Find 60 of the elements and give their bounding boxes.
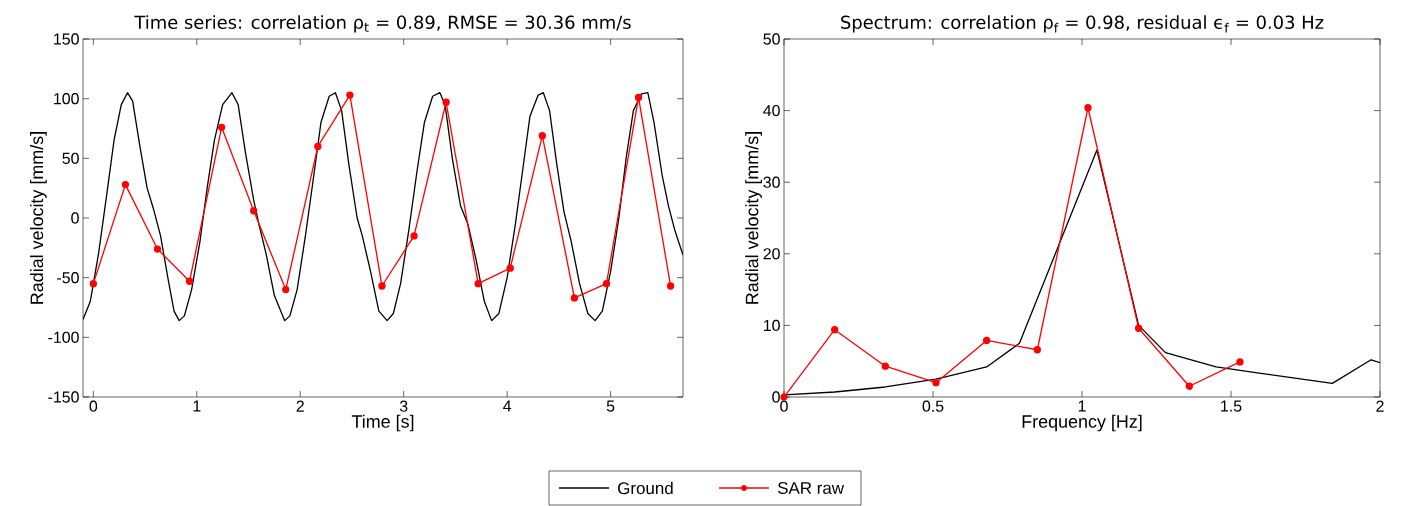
point xyxy=(634,93,643,102)
legend-label: Ground xyxy=(618,481,673,495)
point xyxy=(121,180,130,189)
point xyxy=(410,232,418,240)
point xyxy=(602,279,611,288)
y-tick-label: 20 xyxy=(763,248,780,260)
y-tick-label: 50 xyxy=(62,152,79,164)
point xyxy=(442,98,450,106)
y-tick-label: -50 xyxy=(57,272,79,284)
y-tick-label: -150 xyxy=(48,391,79,403)
chart-title: Spectrum: correlation ρ$_{f}$ = 0.98, residual ϵ$_{f}$ = 0.03 Hz xyxy=(841,15,1324,33)
point xyxy=(314,142,322,151)
x-tick-label: 1.5 xyxy=(1221,400,1242,412)
x-tick-label: 4 xyxy=(503,400,512,412)
x-tick-label: 0 xyxy=(89,400,98,412)
point xyxy=(153,245,162,253)
y-tick-label: 0 xyxy=(71,212,79,224)
x-tick-label: 0 xyxy=(780,400,788,412)
point xyxy=(217,123,226,131)
x-tick-label: 3 xyxy=(399,400,408,412)
point xyxy=(831,326,839,334)
x-tick-label: 1 xyxy=(193,400,201,412)
point xyxy=(932,379,940,387)
point xyxy=(1033,346,1041,354)
point xyxy=(538,132,546,140)
y-tick-label: 0 xyxy=(772,391,780,403)
point xyxy=(474,279,482,288)
x-tick-label: 1 xyxy=(1078,400,1086,412)
point xyxy=(1134,324,1143,332)
legend-label: SAR raw xyxy=(777,482,845,495)
point xyxy=(983,336,991,345)
point xyxy=(1185,382,1193,390)
y-tick-label: 30 xyxy=(763,176,780,188)
x-axis-title: Time [s] xyxy=(351,414,414,432)
y-tick-label: 50 xyxy=(763,33,780,45)
x-tick-label: 0.5 xyxy=(922,400,944,412)
y-tick-label: 10 xyxy=(763,319,780,332)
point xyxy=(378,282,386,290)
point xyxy=(881,362,889,370)
x-axis-title: Frequency [Hz] xyxy=(1022,414,1142,432)
point xyxy=(1236,358,1244,366)
point xyxy=(346,91,354,99)
point xyxy=(506,264,514,272)
chart-title: Time series: correlation ρ$_{t}$ = 0.89, RMSE = 30.36 mm/s xyxy=(134,15,631,33)
y-axis-title: Radial velocity [mm/s] xyxy=(30,132,47,304)
point xyxy=(89,279,97,288)
y-tick-label: 100 xyxy=(54,93,79,105)
x-tick-label: 2 xyxy=(1376,400,1384,412)
y-axis-title: Radial velocity [mm/s] xyxy=(745,132,762,304)
point xyxy=(570,294,579,302)
point xyxy=(250,207,258,215)
x-tick-label: 5 xyxy=(606,400,615,412)
x-tick-label: 2 xyxy=(296,400,304,412)
point xyxy=(185,277,194,285)
y-tick-label: 40 xyxy=(763,104,780,117)
point xyxy=(282,285,290,294)
y-tick-label: -100 xyxy=(48,331,79,343)
point xyxy=(666,282,675,290)
y-tick-label: 150 xyxy=(54,33,79,45)
point xyxy=(1084,104,1092,112)
